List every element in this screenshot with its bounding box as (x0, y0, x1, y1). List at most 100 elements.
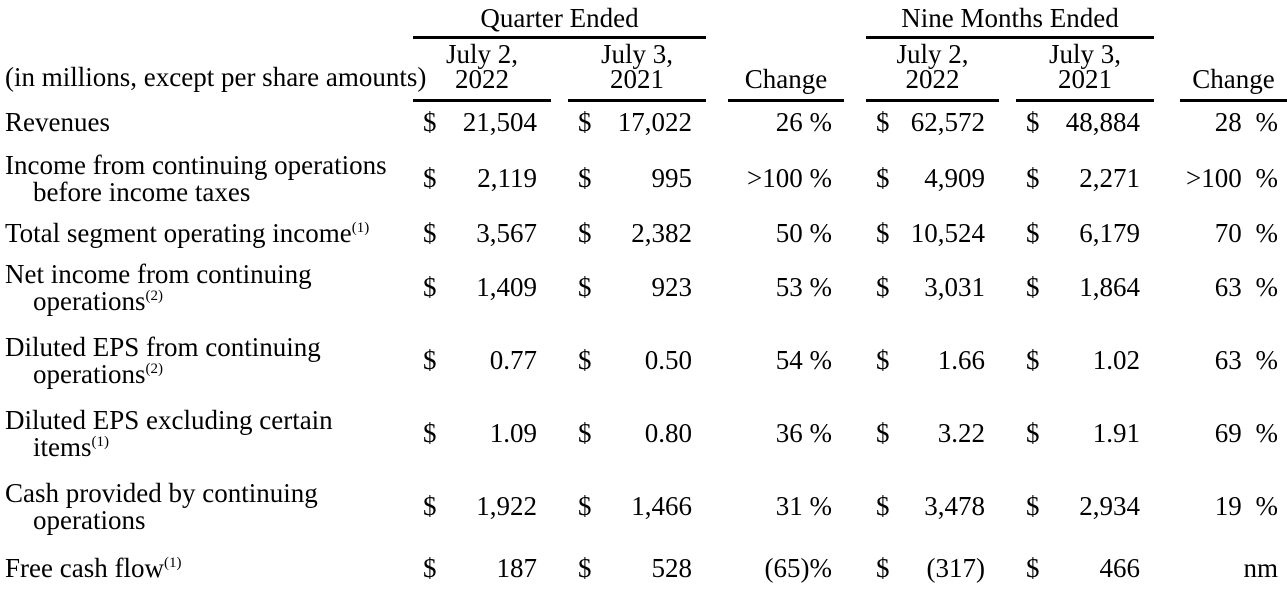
dollar-sign: $ (876, 272, 890, 302)
dollar-sign: $ (1026, 345, 1040, 375)
table-row-net-income-continuing-ops: Net income from continuing operations(2)… (0, 251, 1287, 324)
cell-quarter-2022: $1,409 (413, 272, 551, 303)
cell-quarter-change: 36 % (775, 418, 832, 448)
cell-quarter-2021: $923 (568, 272, 706, 303)
cell-value: 1.02 (1092, 345, 1140, 375)
dollar-sign: $ (578, 163, 592, 193)
col-header-line2: 2021 (610, 64, 664, 94)
dollar-sign: $ (423, 418, 437, 448)
dollar-sign: $ (578, 272, 592, 302)
row-label-line2: operations(2) (33, 358, 163, 389)
dollar-sign: $ (876, 163, 890, 193)
cell-value: 62,572 (910, 106, 985, 137)
row-label: Cash provided by continuing operations (0, 477, 413, 535)
row-label: Revenues (0, 106, 413, 137)
row-label-line2: operations (33, 504, 146, 535)
cell-nine-change: 63 % (1214, 272, 1278, 302)
dollar-sign: $ (876, 106, 890, 137)
cell-quarter-2021: $17,022 (568, 107, 706, 138)
cell-quarter-2022: $1,922 (413, 491, 551, 522)
cell-quarter-change: 26 % (775, 106, 832, 137)
col-header-line1: July 2, (896, 39, 969, 69)
col-header-line1: July 2, (445, 39, 518, 69)
cell-quarter-2021: $1,466 (568, 491, 706, 522)
table-header-columns: (in millions, except per share amounts) … (0, 39, 1287, 102)
cell-value: 0.50 (644, 345, 692, 375)
dollar-sign: $ (423, 217, 437, 248)
cell-value: 3,567 (476, 217, 537, 248)
row-label: Free cash flow(1) (0, 555, 413, 582)
cell-quarter-2021: $2,382 (568, 218, 706, 249)
table-row-diluted-eps-continuing-ops: Diluted EPS from continuing operations(2… (0, 324, 1287, 397)
cell-quarter-change: 54 % (775, 345, 832, 375)
quarter-ended-group-header: Quarter Ended (413, 0, 706, 39)
col-header-change-quarter: Change (728, 39, 844, 102)
cell-value: 1,466 (631, 491, 692, 521)
dollar-sign: $ (876, 491, 890, 521)
dollar-sign: $ (578, 553, 592, 583)
col-header-line1: Change (1192, 64, 1275, 94)
cell-value: 1.66 (937, 345, 985, 375)
table-row-diluted-eps-excluding-items: Diluted EPS excluding certain items(1) $… (0, 397, 1287, 470)
footnote-ref: (1) (91, 433, 110, 450)
col-header-change-nine: Change (1180, 39, 1287, 102)
cell-nine-2021: $48,884 (1016, 107, 1154, 138)
cell-quarter-2022: $187 (413, 553, 551, 584)
row-label-line1: Total segment operating income(1) (5, 217, 370, 248)
footnote-ref: (2) (145, 287, 163, 304)
table-header-groups: Quarter Ended Nine Months Ended (0, 0, 1287, 39)
dollar-sign: $ (423, 553, 437, 583)
cell-nine-change: nm (1243, 553, 1278, 583)
dollar-sign: $ (578, 418, 592, 448)
cell-value: 2,119 (477, 163, 537, 193)
footnote-ref: (2) (145, 360, 163, 377)
dollar-sign: $ (876, 418, 890, 448)
cell-value: 187 (496, 553, 538, 583)
dollar-sign: $ (1026, 106, 1040, 137)
cell-value: 3,031 (924, 272, 985, 302)
dollar-sign: $ (1026, 272, 1040, 302)
dollar-sign: $ (1026, 163, 1040, 193)
dollar-sign: $ (1026, 217, 1040, 248)
cell-nine-change: 28 % (1214, 106, 1278, 137)
cell-value: 3,478 (924, 491, 985, 521)
cell-value: 3.22 (937, 418, 985, 448)
cell-value: 17,022 (617, 106, 692, 137)
cell-value: (317) (926, 553, 985, 583)
cell-nine-change: >100 % (1186, 163, 1278, 193)
col-header-nine-jul2-2022: July 2, 2022 (866, 39, 999, 102)
row-label-line1: Cash provided by continuing (5, 477, 318, 508)
cell-value: 6,179 (1079, 217, 1140, 248)
row-label-line2: items(1) (33, 431, 110, 462)
cell-nine-change: 70 % (1214, 217, 1278, 248)
cell-value: 10,524 (910, 217, 985, 248)
dollar-sign: $ (578, 491, 592, 521)
table-row-segment-operating-income: Total segment operating income(1) $3,567… (0, 215, 1287, 251)
cell-value: 923 (651, 272, 693, 302)
cell-quarter-change: 50 % (775, 217, 832, 248)
dollar-sign: $ (578, 106, 592, 137)
table-row-revenues: Revenues $21,504 $17,022 26 % $62,572 $4… (0, 102, 1287, 142)
units-note: (in millions, except per share amounts) (5, 62, 427, 92)
col-header-line2: 2022 (455, 64, 509, 94)
dollar-sign: $ (1026, 553, 1040, 583)
cell-quarter-2021: $0.80 (568, 418, 706, 449)
col-header-nine-jul3-2021: July 3, 2021 (1016, 39, 1154, 102)
dollar-sign: $ (423, 106, 437, 137)
cell-nine-2021: $1,864 (1016, 272, 1154, 303)
row-label-line1: Net income from continuing (5, 258, 312, 289)
dollar-sign: $ (1026, 491, 1040, 521)
col-header-quarter-jul3-2021: July 3, 2021 (568, 39, 706, 102)
cell-value: 0.77 (489, 345, 537, 375)
cell-nine-2021: $1.91 (1016, 418, 1154, 449)
row-label-line1: Diluted EPS from continuing (5, 331, 321, 362)
col-header-line1: July 3, (1048, 39, 1121, 69)
cell-nine-2022: $4,909 (866, 163, 999, 194)
cell-quarter-change: >100 % (747, 163, 832, 193)
cell-nine-2022: $10,524 (866, 218, 999, 249)
table-row-income-continuing-ops: Income from continuing operations before… (0, 142, 1287, 215)
row-label-line1: Revenues (5, 106, 110, 137)
cell-value: 2,934 (1079, 491, 1140, 521)
cell-value: 995 (651, 163, 693, 193)
